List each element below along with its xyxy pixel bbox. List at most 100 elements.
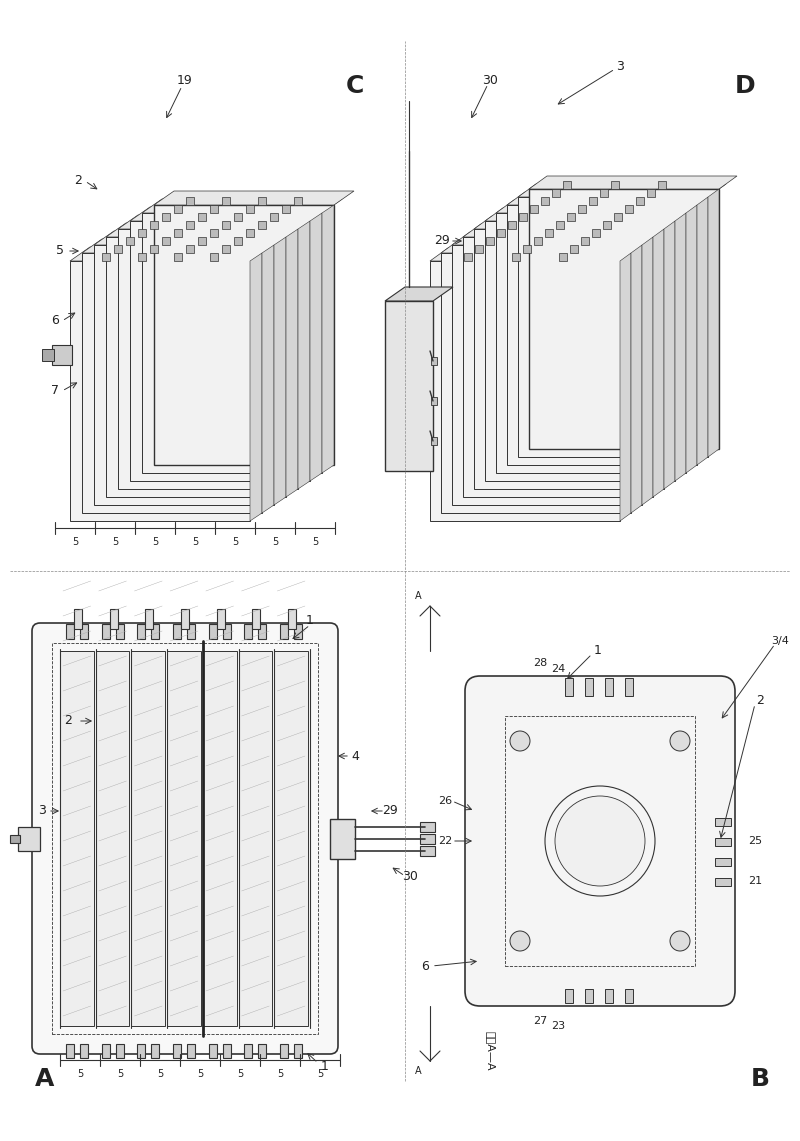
Bar bbox=[431, 437, 437, 445]
Polygon shape bbox=[118, 229, 298, 489]
Bar bbox=[222, 1044, 230, 1058]
Polygon shape bbox=[274, 237, 286, 505]
Bar bbox=[610, 181, 618, 189]
Text: 23: 23 bbox=[551, 1021, 565, 1031]
Text: 截面A—A: 截面A—A bbox=[485, 1031, 495, 1070]
Bar bbox=[563, 181, 571, 189]
Polygon shape bbox=[653, 229, 664, 497]
Bar bbox=[238, 652, 272, 1026]
Polygon shape bbox=[298, 221, 310, 489]
Polygon shape bbox=[154, 191, 354, 205]
Polygon shape bbox=[496, 213, 686, 474]
Bar bbox=[222, 221, 230, 229]
Bar bbox=[464, 253, 472, 261]
Polygon shape bbox=[686, 205, 697, 474]
Bar bbox=[203, 652, 237, 1026]
Bar bbox=[552, 189, 560, 197]
Bar bbox=[146, 609, 154, 629]
Text: 21: 21 bbox=[748, 876, 762, 887]
Bar bbox=[715, 879, 731, 887]
Bar bbox=[162, 237, 170, 245]
Bar bbox=[102, 1044, 110, 1058]
Bar bbox=[74, 609, 82, 629]
Bar bbox=[186, 245, 194, 253]
Polygon shape bbox=[642, 237, 653, 505]
Polygon shape bbox=[631, 245, 642, 513]
Bar bbox=[126, 237, 134, 245]
Bar bbox=[658, 181, 666, 189]
Bar bbox=[258, 1044, 266, 1058]
Bar bbox=[210, 229, 218, 237]
Bar bbox=[42, 349, 54, 361]
Circle shape bbox=[670, 931, 690, 950]
Polygon shape bbox=[430, 261, 620, 521]
Text: 24: 24 bbox=[551, 664, 565, 674]
Bar bbox=[565, 678, 573, 696]
Bar bbox=[162, 213, 170, 221]
Bar bbox=[270, 213, 278, 221]
Polygon shape bbox=[485, 221, 675, 482]
Text: 22: 22 bbox=[438, 836, 452, 845]
Bar bbox=[66, 624, 74, 639]
Bar bbox=[222, 245, 230, 253]
Polygon shape bbox=[441, 240, 649, 253]
Bar bbox=[222, 624, 230, 639]
Polygon shape bbox=[154, 205, 334, 466]
Bar bbox=[475, 245, 483, 253]
Circle shape bbox=[510, 931, 530, 950]
Bar bbox=[110, 609, 118, 629]
Text: 3/4: 3/4 bbox=[771, 636, 789, 646]
Bar bbox=[625, 678, 633, 696]
Bar bbox=[253, 609, 261, 629]
Bar bbox=[497, 229, 505, 237]
Polygon shape bbox=[106, 237, 286, 497]
Polygon shape bbox=[385, 301, 433, 471]
Bar bbox=[280, 1044, 288, 1058]
Bar bbox=[486, 237, 494, 245]
FancyBboxPatch shape bbox=[32, 623, 338, 1054]
Polygon shape bbox=[496, 200, 704, 213]
Text: 5: 5 bbox=[232, 537, 238, 547]
Circle shape bbox=[670, 731, 690, 751]
Circle shape bbox=[555, 796, 645, 887]
Polygon shape bbox=[441, 253, 631, 513]
Bar bbox=[181, 609, 189, 629]
Bar bbox=[545, 229, 553, 237]
Bar bbox=[534, 237, 542, 245]
Text: 1: 1 bbox=[306, 615, 314, 628]
Text: 5: 5 bbox=[72, 537, 78, 547]
Bar bbox=[174, 205, 182, 213]
Polygon shape bbox=[463, 224, 671, 237]
Polygon shape bbox=[286, 229, 298, 497]
Bar bbox=[258, 624, 266, 639]
Text: 1: 1 bbox=[594, 645, 602, 657]
Polygon shape bbox=[250, 253, 262, 521]
Polygon shape bbox=[463, 237, 653, 497]
Text: 5: 5 bbox=[56, 244, 64, 258]
Text: 28: 28 bbox=[533, 658, 547, 667]
Bar bbox=[80, 1044, 88, 1058]
Text: 5: 5 bbox=[317, 1069, 323, 1079]
Bar bbox=[715, 818, 731, 826]
Bar bbox=[174, 229, 182, 237]
Bar bbox=[294, 624, 302, 639]
Bar bbox=[246, 205, 254, 213]
Bar bbox=[522, 245, 530, 253]
Text: 6: 6 bbox=[421, 960, 429, 972]
Bar bbox=[431, 357, 437, 365]
Polygon shape bbox=[130, 221, 310, 482]
Bar bbox=[234, 213, 242, 221]
Bar bbox=[420, 822, 435, 832]
Text: C: C bbox=[346, 74, 364, 98]
Bar bbox=[198, 213, 206, 221]
Polygon shape bbox=[262, 245, 274, 513]
Bar bbox=[715, 837, 731, 845]
Bar bbox=[234, 237, 242, 245]
Bar bbox=[530, 205, 538, 213]
Text: 26: 26 bbox=[438, 796, 452, 806]
Bar bbox=[636, 197, 644, 205]
Bar bbox=[603, 221, 611, 229]
Text: 2: 2 bbox=[756, 695, 764, 707]
Bar bbox=[431, 397, 437, 405]
Text: 3: 3 bbox=[38, 804, 46, 817]
